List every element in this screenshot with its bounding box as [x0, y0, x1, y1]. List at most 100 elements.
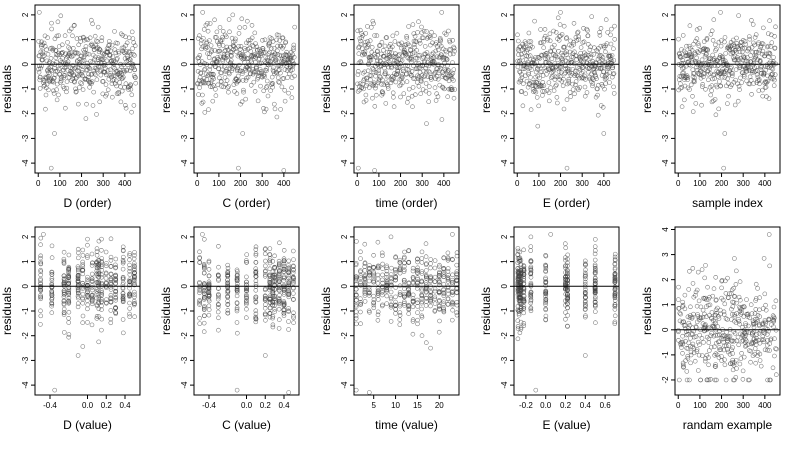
data-point — [736, 319, 742, 324]
data-point — [66, 50, 72, 56]
data-point — [267, 258, 273, 264]
data-point — [270, 302, 275, 308]
data-point — [261, 72, 267, 77]
y-tick-label: -3 — [21, 356, 30, 364]
x-tick-label: 300 — [416, 179, 430, 188]
data-point — [723, 343, 729, 349]
data-point — [412, 76, 418, 81]
data-point — [248, 83, 254, 88]
data-point — [756, 40, 761, 45]
data-point — [277, 38, 282, 43]
data-point — [132, 266, 137, 271]
data-point — [516, 270, 522, 276]
data-point — [60, 50, 65, 55]
data-point — [577, 67, 583, 73]
data-point — [530, 86, 536, 92]
data-point — [603, 49, 608, 55]
data-point — [104, 301, 109, 306]
data-point — [132, 250, 137, 255]
data-point — [736, 13, 741, 18]
data-point — [436, 329, 442, 335]
data-point — [366, 85, 372, 90]
data-point — [608, 53, 613, 59]
data-point — [441, 255, 447, 261]
data-point — [586, 42, 591, 47]
data-point — [40, 49, 46, 55]
data-point — [612, 319, 618, 325]
data-point — [540, 80, 546, 85]
data-point — [197, 315, 202, 321]
data-point — [403, 51, 408, 56]
data-point — [404, 79, 410, 84]
data-point — [753, 338, 759, 344]
data-point — [354, 298, 359, 303]
data-point — [271, 65, 276, 70]
data-point — [759, 337, 765, 342]
data-point — [402, 47, 407, 53]
data-point — [611, 84, 616, 90]
data-point — [426, 34, 431, 40]
data-point — [443, 32, 449, 37]
data-point — [132, 67, 138, 73]
data-point — [423, 254, 429, 259]
data-point — [737, 321, 742, 327]
data-point — [450, 272, 455, 278]
data-point — [432, 265, 438, 271]
data-point — [405, 100, 410, 105]
data-point — [749, 311, 755, 316]
data-point — [575, 30, 580, 36]
data-point — [553, 74, 558, 80]
data-point — [291, 278, 296, 283]
data-point — [752, 351, 758, 357]
data-point — [62, 65, 67, 71]
x-tick-label: 0.2 — [260, 401, 272, 410]
data-point — [220, 34, 225, 40]
data-point — [253, 247, 259, 252]
data-point — [49, 282, 55, 288]
data-point — [690, 332, 695, 337]
data-point — [94, 286, 100, 292]
y-tick-label: 1 — [21, 259, 30, 264]
data-point — [725, 76, 730, 82]
data-point — [572, 73, 578, 79]
data-point — [234, 387, 240, 393]
data-point — [66, 45, 71, 50]
data-point — [517, 295, 523, 301]
data-point — [255, 47, 260, 53]
data-point — [202, 265, 207, 270]
data-point — [94, 271, 99, 277]
data-point — [536, 103, 541, 109]
data-point — [611, 91, 617, 96]
data-point — [765, 343, 770, 348]
data-point — [709, 310, 715, 315]
data-point — [235, 330, 240, 336]
data-point — [742, 55, 748, 61]
data-point — [275, 48, 280, 54]
data-point — [716, 39, 722, 45]
data-point — [129, 109, 134, 115]
data-point — [232, 89, 237, 94]
data-point — [206, 55, 212, 60]
data-point — [202, 67, 207, 73]
data-point — [424, 29, 429, 34]
data-point — [196, 59, 202, 64]
data-point — [733, 77, 738, 83]
data-point — [107, 42, 112, 47]
data-point — [432, 301, 438, 306]
data-point — [207, 21, 213, 26]
y-axis-label: residuals — [0, 287, 14, 335]
data-point — [421, 28, 427, 34]
data-point — [206, 296, 212, 302]
data-point — [109, 81, 115, 86]
y-tick-label: 0 — [180, 62, 189, 67]
data-point — [80, 271, 86, 277]
data-point — [61, 258, 67, 264]
data-point — [767, 263, 772, 269]
data-point — [712, 318, 718, 324]
data-point — [201, 80, 206, 86]
data-point — [241, 53, 247, 59]
data-point — [54, 97, 60, 103]
data-point — [355, 28, 360, 34]
data-point — [369, 25, 374, 30]
data-point — [80, 264, 86, 269]
